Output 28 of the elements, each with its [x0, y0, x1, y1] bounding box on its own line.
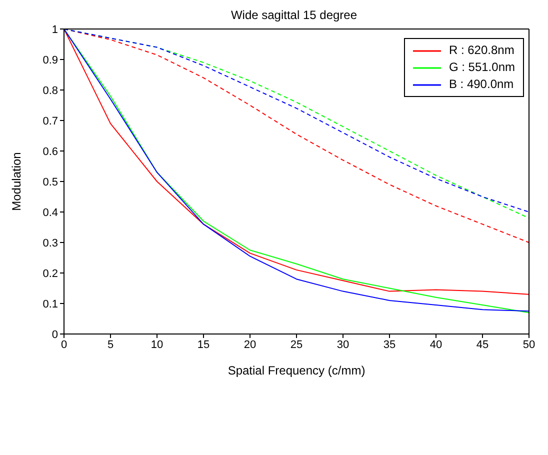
x-tick-label: 20: [244, 338, 256, 351]
x-axis-title: Spatial Frequency (c/mm): [228, 364, 366, 378]
y-tick-label: 0.3: [42, 237, 58, 250]
x-tick-label: 15: [197, 338, 210, 351]
x-tick-label: 35: [383, 338, 396, 351]
legend-label: G : 551.0nm: [448, 59, 515, 76]
y-tick-label: 0.1: [42, 298, 58, 310]
y-tick-label: 0.9: [42, 54, 58, 66]
x-tick-label: 45: [476, 338, 489, 351]
x-tick-label: 40: [430, 338, 442, 351]
x-tick-label: 10: [150, 338, 164, 351]
y-tick-label: 0.7: [42, 115, 58, 128]
y-tick-label: 0.8: [42, 84, 58, 97]
legend-label: B : 490.0nm: [448, 76, 514, 93]
y-tick-label: 0.6: [42, 146, 58, 158]
legend-label: R : 620.8nm: [448, 42, 514, 59]
y-tick-label: 1: [52, 24, 58, 36]
y-tick-label: 0.2: [42, 268, 58, 280]
x-tick-label: 25: [290, 338, 303, 351]
y-tick-label: 0.5: [42, 176, 58, 188]
y-tick-label: 0: [52, 328, 58, 341]
x-tick-label: 30: [336, 338, 350, 351]
x-tick-label: 0: [60, 338, 68, 351]
x-tick-label: 5: [107, 338, 114, 351]
x-tick-label: 50: [522, 338, 536, 351]
chart-title: Wide sagittal 15 degree: [230, 8, 358, 22]
y-tick-label: 0.4: [42, 206, 58, 219]
y-axis-title: Modulation: [9, 152, 24, 211]
